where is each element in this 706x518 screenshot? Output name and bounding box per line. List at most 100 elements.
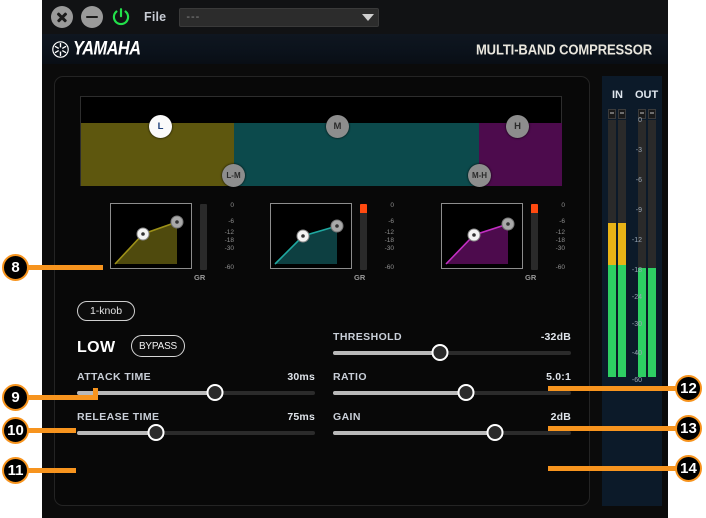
callout-leader-line <box>548 426 677 431</box>
slider-track[interactable] <box>333 424 571 441</box>
meter-tick: -6 <box>635 177 642 184</box>
yamaha-tuning-fork-icon <box>52 40 69 58</box>
brand-block: YAMAHA <box>52 37 143 60</box>
crossover-handle-l-m[interactable]: L-M <box>222 164 245 187</box>
gr-tick: -12 <box>224 229 234 236</box>
callout-leader-line <box>26 428 76 433</box>
slider-track[interactable] <box>77 384 315 401</box>
gr-label-mid: GR <box>354 273 366 282</box>
meter-in-left <box>608 109 616 377</box>
meter-tick: 0 <box>638 117 642 124</box>
file-label: File <box>144 10 167 24</box>
band-handle-low[interactable]: L <box>149 115 172 138</box>
slider-gain: GAIN 2dB <box>333 411 571 445</box>
product-title: MULTI-BAND COMPRESSOR <box>475 40 652 58</box>
gr-tick: -30 <box>555 245 565 252</box>
band-handle-high[interactable]: H <box>506 115 529 138</box>
slider-fill <box>77 391 216 395</box>
gain-reduction-meter-low <box>200 204 207 270</box>
io-meter-panel: IN OUT <box>602 76 662 506</box>
slider-track[interactable] <box>333 344 571 361</box>
gr-tick: -18 <box>555 237 565 244</box>
meter-segment-green <box>608 265 616 377</box>
meter-bar <box>648 120 656 377</box>
meter-segment-yellow <box>608 223 616 265</box>
callout-badge: 9 <box>2 384 29 411</box>
file-select[interactable]: --- <box>179 7 380 27</box>
gr-tick: 0 <box>230 202 234 209</box>
meter-tick: -30 <box>631 321 642 328</box>
crossover-handle-m-h[interactable]: M-H <box>468 164 491 187</box>
gain-reduction-scale-mid: 0 -6 -12 -18 -30 -60 <box>370 199 396 275</box>
slider-value: -32dB <box>540 331 571 343</box>
slider-knob[interactable] <box>431 344 449 361</box>
meter-bar <box>638 120 646 377</box>
meter-out-right <box>648 109 656 377</box>
slider-track[interactable] <box>77 424 315 441</box>
selected-band-label: LOW <box>77 339 116 356</box>
meter-tick: -40 <box>631 350 642 357</box>
minimize-icon[interactable] <box>81 6 103 28</box>
application-window: File --- YAMAHA MULTI-BA <box>42 0 668 518</box>
meter-label-out: OUT <box>635 89 659 101</box>
gain-reduction-fill-high <box>531 204 538 213</box>
meter-clip-indicator <box>608 109 616 119</box>
slider-fill <box>77 431 156 435</box>
power-icon[interactable] <box>111 7 131 27</box>
slider-value: 30ms <box>287 371 315 383</box>
one-knob-button[interactable]: 1-knob <box>77 301 135 321</box>
slider-knob[interactable] <box>206 384 224 401</box>
meter-bar <box>608 120 616 377</box>
bypass-button[interactable]: BYPASS <box>131 335 185 357</box>
gr-tick: -60 <box>555 264 565 271</box>
slider-ratio: RATIO 5.0:1 <box>333 371 571 405</box>
slider-attack-time: ATTACK TIME 30ms <box>77 371 315 405</box>
crossover-band-display: L M H L-M M-H <box>80 96 562 187</box>
gr-tick: -30 <box>224 245 234 252</box>
meter-in-right <box>618 109 626 377</box>
plugin-body: L M H L-M M-H <box>42 64 668 518</box>
slider-knob[interactable] <box>457 384 475 401</box>
slider-knob[interactable] <box>147 424 165 441</box>
gr-tick: -18 <box>224 237 234 244</box>
meter-scale: 0 -3 -6 -9 -12 -18 -24 -30 -40 -60 <box>622 109 642 384</box>
gr-tick: 0 <box>561 202 565 209</box>
gr-tick: -60 <box>384 264 394 271</box>
curve-display-low[interactable] <box>110 203 192 269</box>
slider-label: RATIO <box>333 371 367 383</box>
brand-name: YAMAHA <box>73 37 141 60</box>
brand-bar: YAMAHA MULTI-BAND COMPRESSOR <box>42 34 668 64</box>
meter-out-left <box>638 109 646 377</box>
gr-tick: -60 <box>224 264 234 271</box>
slider-label: ATTACK TIME <box>77 371 151 383</box>
callout-badge: 11 <box>2 457 29 484</box>
gain-reduction-scale-high: 0 -6 -12 -18 -30 -60 <box>541 199 567 275</box>
close-icon[interactable] <box>51 6 73 28</box>
callout-leader-line <box>26 265 103 270</box>
callout-leader-line <box>26 468 76 473</box>
slider-knob[interactable] <box>486 424 504 441</box>
meter-segment-green <box>618 265 626 377</box>
meter-label-in: IN <box>612 89 623 101</box>
file-select-value: --- <box>186 10 201 23</box>
callout-badge: 12 <box>675 375 702 402</box>
band-region-mid[interactable] <box>234 123 479 186</box>
meter-segment-green <box>638 268 646 377</box>
slider-value: 75ms <box>287 411 315 423</box>
gr-tick: -6 <box>388 218 394 225</box>
title-bar: File --- <box>42 0 668 34</box>
meter-bar <box>618 120 626 377</box>
meter-clip-indicator <box>618 109 626 119</box>
curve-display-high[interactable] <box>441 203 523 269</box>
band-handle-mid[interactable]: M <box>326 115 349 138</box>
gain-reduction-scale-low: 0 -6 -12 -18 -30 -60 <box>210 199 236 275</box>
gain-reduction-meter-mid <box>360 204 367 270</box>
gr-label-high: GR <box>525 273 537 282</box>
slider-label: GAIN <box>333 411 361 423</box>
compressor-panel: L M H L-M M-H <box>54 76 590 506</box>
meter-clip-indicator <box>648 109 656 119</box>
curve-display-mid[interactable] <box>270 203 352 269</box>
gr-tick: -12 <box>555 229 565 236</box>
slider-track[interactable] <box>333 384 571 401</box>
